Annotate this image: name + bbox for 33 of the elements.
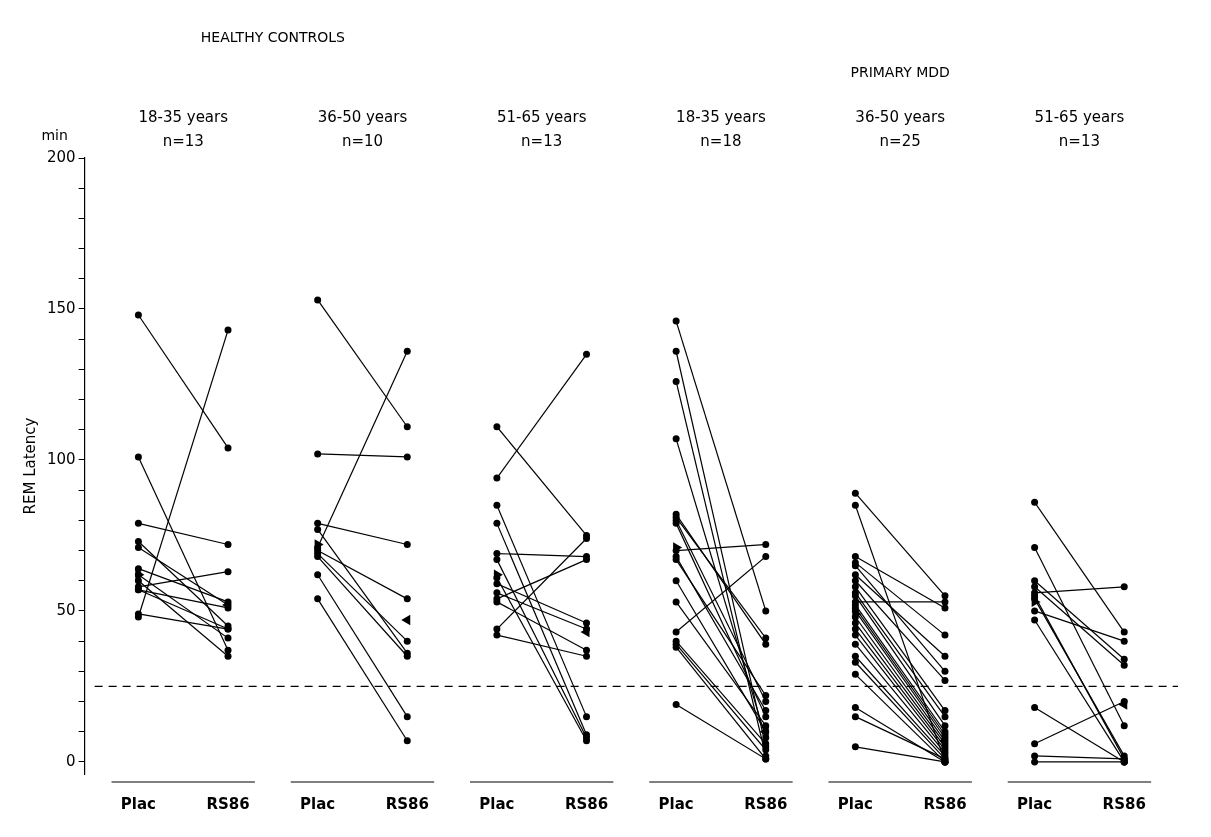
x-tick-label: Plac [120, 794, 156, 813]
text: 51-65 years [496, 107, 587, 126]
x-tick-label: RS86 [1102, 794, 1146, 813]
text: 18-35 years [138, 107, 229, 126]
x-tick-label: Plac [1017, 794, 1053, 813]
x-tick-label: Plac [658, 794, 694, 813]
x-tick-label: Plac [300, 794, 336, 813]
text: n=18 [700, 131, 742, 150]
y-tick-label: 100 [46, 449, 76, 468]
y-tick-label: 0 [66, 751, 76, 770]
x-tick-label: Plac [479, 794, 515, 813]
text: HEALTHY CONTROLS [200, 28, 346, 45]
text: 36-50 years [317, 107, 408, 126]
x-tick-label: Plac [837, 794, 873, 813]
y-tick-label: 50 [56, 600, 76, 619]
text: 36-50 years [855, 107, 946, 126]
x-tick-label: RS86 [385, 794, 429, 813]
x-tick-label: RS86 [564, 794, 609, 813]
text: PRIMARY MDD [850, 63, 950, 80]
text: min [41, 126, 68, 143]
y-tick-label: 200 [46, 147, 76, 166]
x-tick-label: RS86 [206, 794, 250, 813]
text: 51-65 years [1034, 107, 1125, 126]
text: n=13 [162, 131, 204, 150]
text: 18-35 years [676, 107, 766, 126]
y-tick-label: 150 [46, 298, 76, 317]
text: n=13 [521, 131, 563, 150]
x-tick-label: RS86 [923, 794, 967, 813]
y-axis-title: REM Latency [20, 417, 39, 515]
text: n=10 [341, 131, 384, 150]
x-tick-label: RS86 [744, 794, 788, 813]
text: n=13 [1058, 131, 1100, 150]
text: n=25 [879, 131, 921, 150]
